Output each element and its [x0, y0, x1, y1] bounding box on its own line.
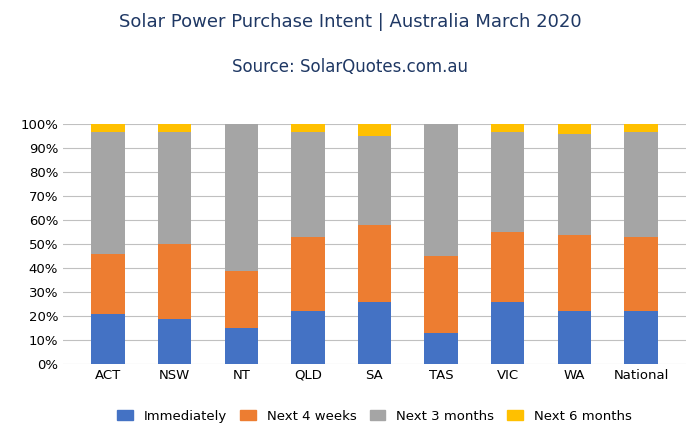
Bar — [558, 234, 591, 311]
Bar — [358, 302, 391, 364]
Bar — [491, 302, 524, 364]
Bar — [358, 225, 391, 302]
Bar — [624, 124, 658, 131]
Bar — [358, 136, 391, 225]
Bar — [424, 256, 458, 333]
Bar — [91, 314, 125, 364]
Bar — [291, 311, 325, 364]
Bar — [558, 134, 591, 234]
Text: Source: SolarQuotes.com.au: Source: SolarQuotes.com.au — [232, 58, 468, 76]
Bar — [624, 311, 658, 364]
Bar — [358, 124, 391, 136]
Bar — [158, 124, 191, 131]
Bar — [491, 131, 524, 232]
Bar — [91, 124, 125, 131]
Bar — [91, 131, 125, 254]
Bar — [291, 237, 325, 311]
Bar — [491, 232, 524, 302]
Bar — [225, 124, 258, 270]
Bar — [491, 124, 524, 131]
Bar — [291, 131, 325, 237]
Legend: Immediately, Next 4 weeks, Next 3 months, Next 6 months: Immediately, Next 4 weeks, Next 3 months… — [112, 404, 637, 428]
Bar — [624, 131, 658, 237]
Bar — [91, 254, 125, 314]
Bar — [424, 333, 458, 364]
Bar — [225, 270, 258, 328]
Bar — [558, 311, 591, 364]
Bar — [158, 244, 191, 318]
Bar — [424, 124, 458, 256]
Bar — [558, 124, 591, 134]
Bar — [225, 328, 258, 364]
Bar — [158, 318, 191, 364]
Bar — [158, 131, 191, 244]
Bar — [291, 124, 325, 131]
Text: Solar Power Purchase Intent | Australia March 2020: Solar Power Purchase Intent | Australia … — [119, 13, 581, 32]
Bar — [624, 237, 658, 311]
